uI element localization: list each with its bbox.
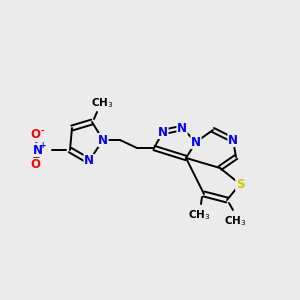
Text: O: O: [30, 158, 40, 172]
Text: N: N: [191, 136, 201, 148]
Text: -: -: [40, 127, 44, 136]
Text: +: +: [39, 142, 45, 151]
Text: CH$_3$: CH$_3$: [91, 96, 113, 110]
Text: N: N: [177, 122, 187, 134]
Text: N: N: [98, 134, 108, 146]
Text: O: O: [30, 128, 40, 142]
Text: S: S: [236, 178, 244, 190]
Text: N: N: [33, 143, 43, 157]
Text: N: N: [158, 125, 168, 139]
Text: CH$_3$: CH$_3$: [188, 208, 210, 222]
Text: CH$_3$: CH$_3$: [224, 214, 246, 228]
Text: N: N: [84, 154, 94, 167]
Text: N: N: [228, 134, 238, 146]
